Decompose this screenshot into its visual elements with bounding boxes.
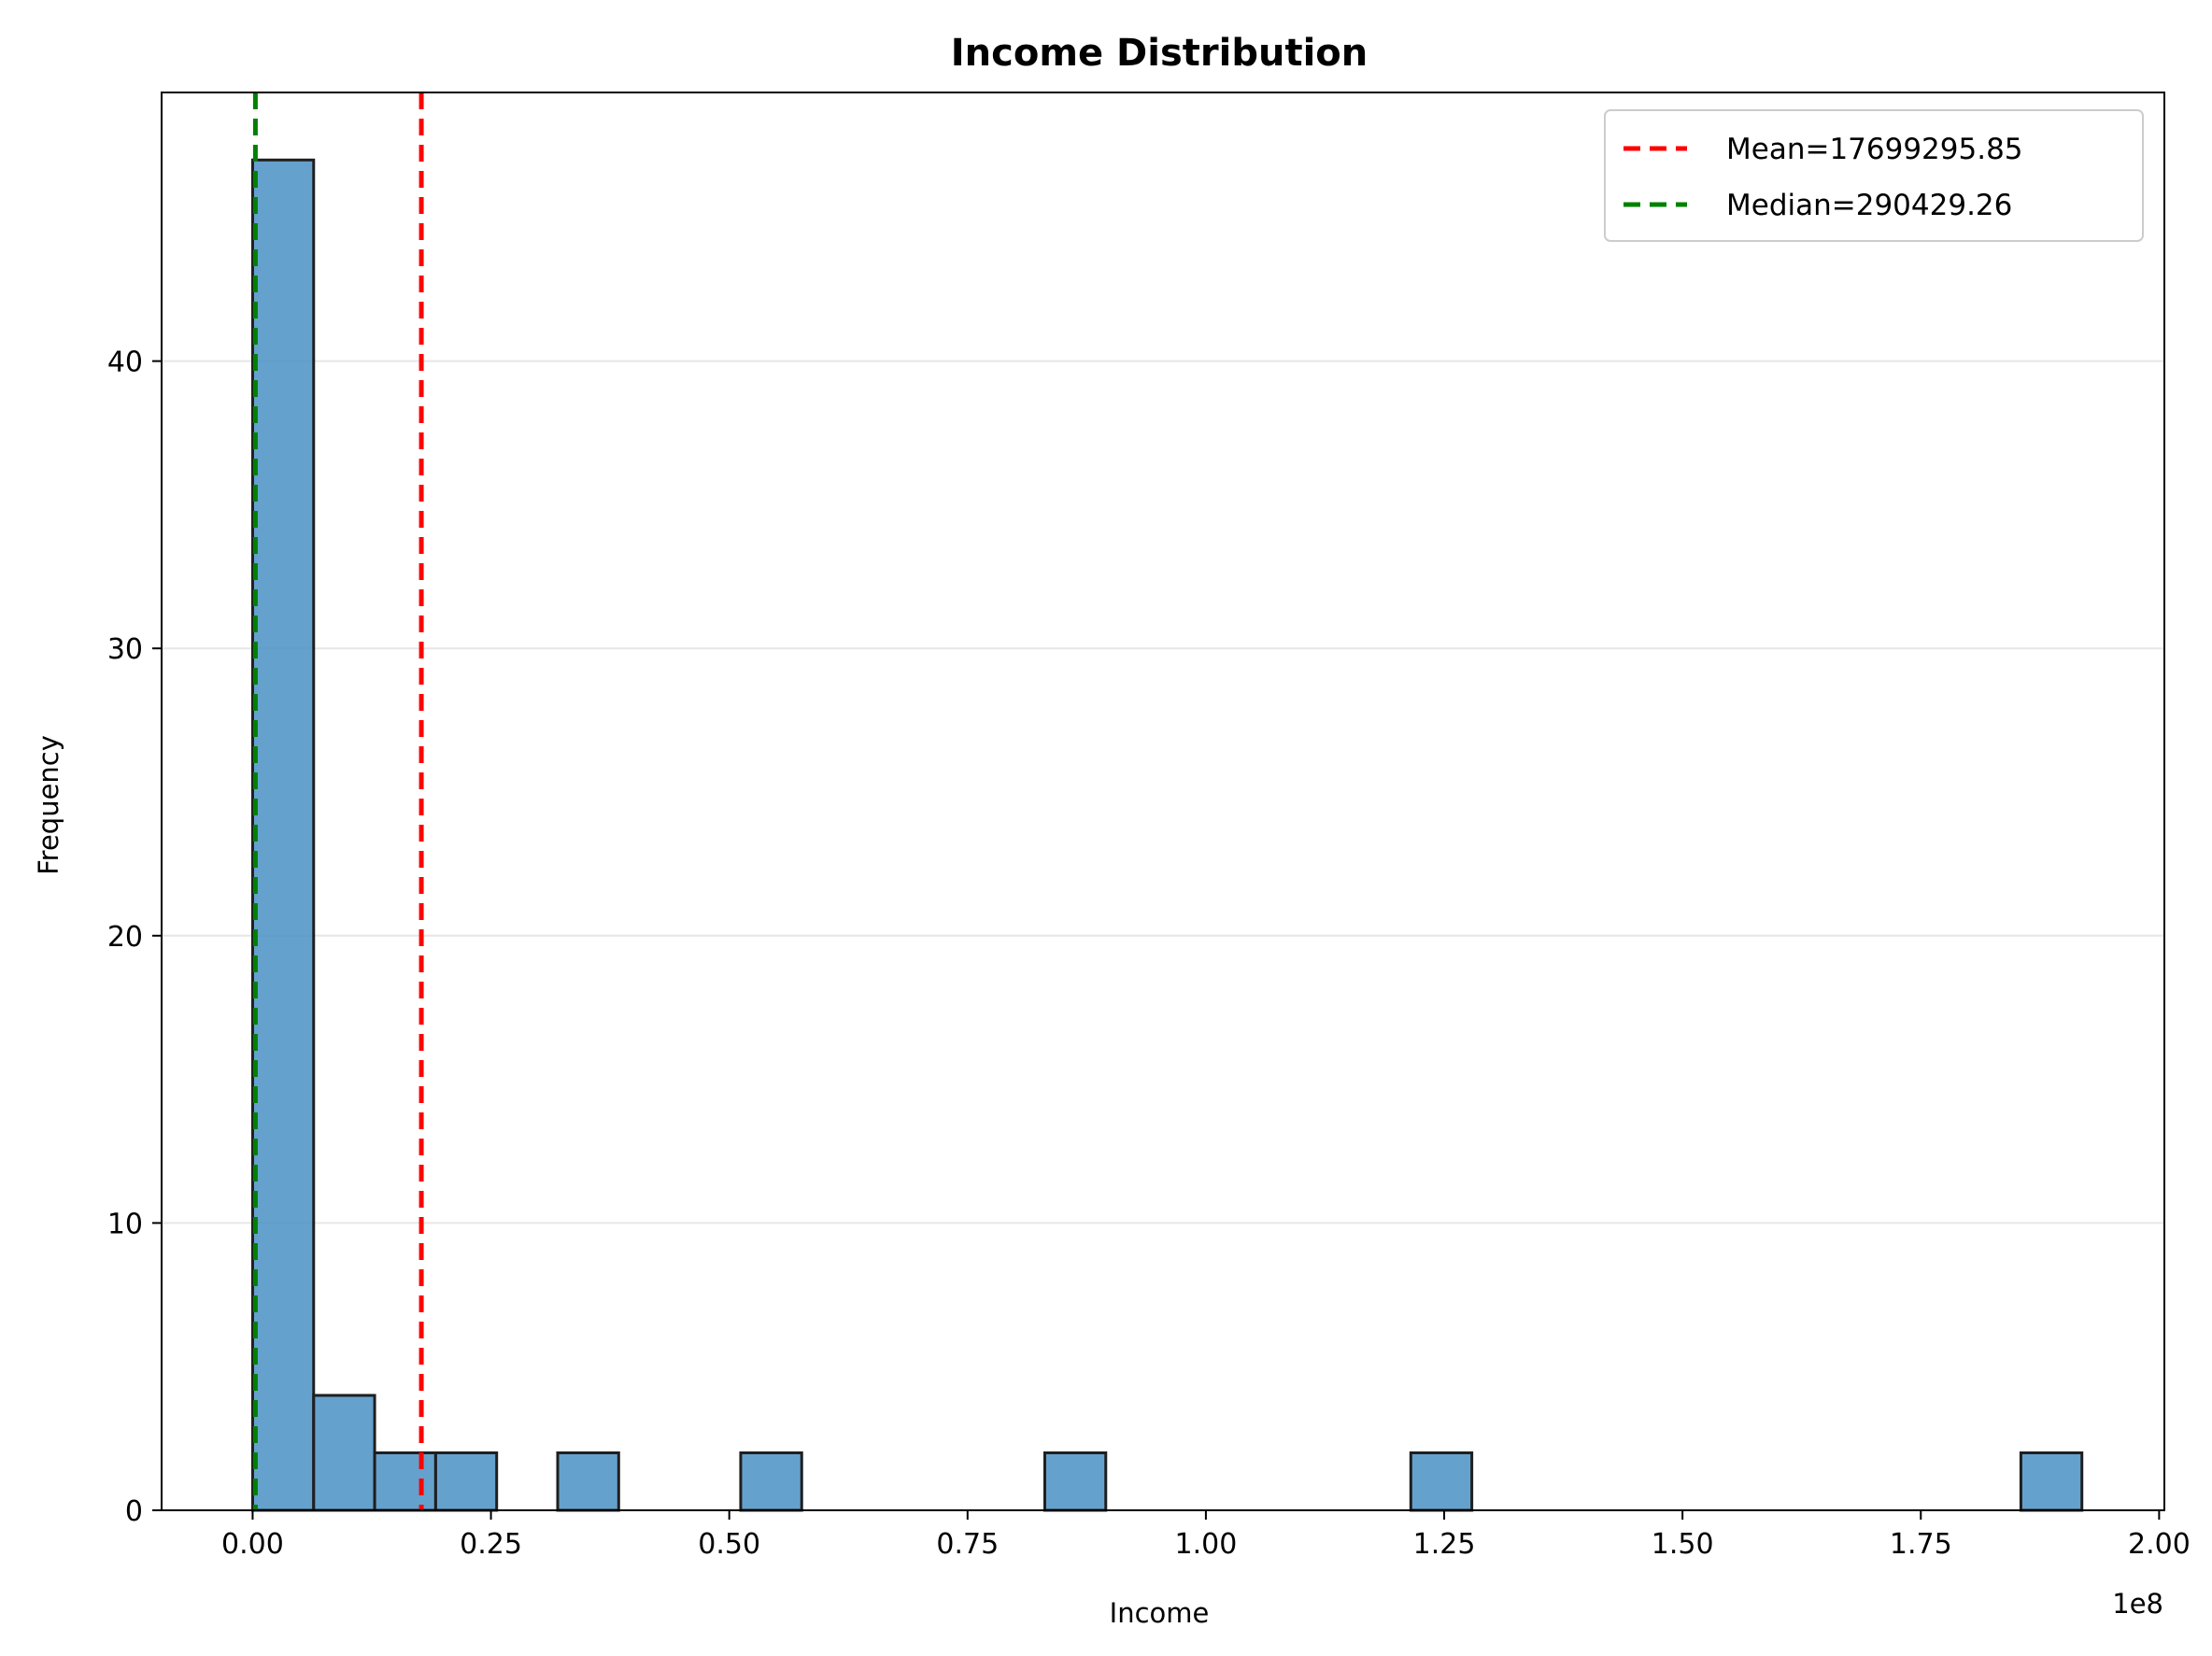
y-tick-label-4: 40 [107,347,143,379]
histogram-bar-0 [250,158,316,1512]
y-tick-label-1: 10 [107,1208,143,1240]
gridlines [162,360,2164,1224]
x-tick-label-0: 0.00 [221,1528,284,1561]
x-tick-label-2: 0.50 [698,1528,760,1561]
y-axis-ticks: 0 10 20 30 40 [107,347,162,1528]
histogram-bar-6 [1042,1451,1108,1512]
reference-lines [252,92,424,1510]
y-tick-label-3: 30 [107,633,143,666]
chart-title: Income Distribution [951,32,1368,75]
histogram-bar-4 [556,1451,620,1512]
x-tick-label-6: 1.50 [1652,1528,1714,1561]
x-tick-label-3: 0.75 [936,1528,999,1561]
histogram-bar-8 [2019,1451,2084,1512]
x-tick-label-5: 1.25 [1413,1528,1476,1561]
legend-label-median: Median=290429.26 [1726,189,2012,222]
legend-box [1604,109,2144,242]
histogram-bar-2 [373,1451,437,1512]
histogram-bar-3 [433,1451,499,1512]
y-tick-label-0: 0 [125,1495,143,1528]
x-axis-ticks: 0.00 0.25 0.50 0.75 1.00 1.25 1.50 1.75 2.00 [221,1510,2191,1561]
histogram-bar-5 [739,1451,803,1512]
histogram-bar-1 [312,1394,376,1512]
legend-label-mean: Mean=17699295.85 [1726,133,2023,166]
plot-frame [161,92,2165,1511]
x-axis-offset-label: 1e8 [2112,1588,2163,1620]
x-tick-label-8: 2.00 [2128,1528,2191,1561]
x-tick-label-7: 1.75 [1890,1528,1952,1561]
histogram-bar-7 [1409,1451,1474,1512]
legend: Mean=17699295.85 Median=290429.26 [1604,109,2144,242]
y-tick-label-2: 20 [107,921,143,954]
x-tick-label-1: 0.25 [460,1528,522,1561]
x-tick-label-4: 1.00 [1175,1528,1238,1561]
x-axis-label: Income [1110,1597,1210,1629]
y-axis-label: Frequency [33,735,64,875]
